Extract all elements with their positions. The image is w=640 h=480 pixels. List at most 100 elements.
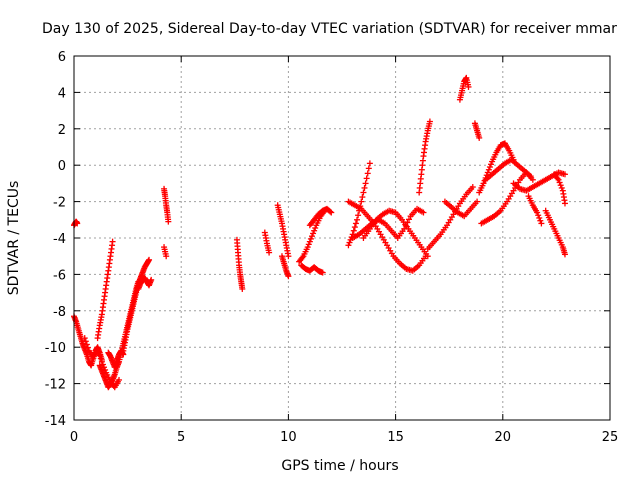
data-point xyxy=(328,209,335,216)
data-point xyxy=(98,358,105,365)
data-point xyxy=(484,169,491,176)
data-point xyxy=(346,239,353,246)
data-point xyxy=(358,198,365,205)
data-point xyxy=(307,235,314,242)
data-point xyxy=(319,269,326,276)
y-tick-label: 2 xyxy=(58,123,66,138)
data-point xyxy=(355,212,362,219)
y-tick-label: 0 xyxy=(58,159,66,174)
data-point xyxy=(304,244,311,251)
data-point xyxy=(364,170,371,177)
data-point xyxy=(165,218,172,225)
data-point xyxy=(351,224,358,231)
data-point xyxy=(488,161,495,168)
data-point xyxy=(529,176,536,183)
data-point xyxy=(308,233,315,240)
data-point xyxy=(534,209,541,216)
grid xyxy=(74,56,610,420)
data-point xyxy=(426,118,433,125)
data-point xyxy=(163,253,170,260)
y-tick-label: -14 xyxy=(45,414,66,429)
data-point xyxy=(556,179,563,186)
data-point xyxy=(350,227,357,234)
data-point xyxy=(402,222,409,229)
data-point xyxy=(312,224,319,231)
data-point xyxy=(148,276,155,283)
data-points xyxy=(71,74,568,391)
data-point xyxy=(420,209,427,216)
data-point xyxy=(536,214,543,221)
data-point xyxy=(285,273,292,280)
plot-frame xyxy=(73,55,611,421)
data-point xyxy=(537,217,544,224)
x-axis-title: GPS time / hours xyxy=(281,458,398,474)
chart-title: Day 130 of 2025, Sidereal Day-to-day VTE… xyxy=(42,21,617,37)
data-point xyxy=(146,256,153,263)
data-point xyxy=(83,341,90,348)
data-point xyxy=(310,230,317,237)
data-point xyxy=(306,238,313,245)
data-point xyxy=(96,352,103,359)
data-point xyxy=(361,184,368,191)
data-point xyxy=(561,200,568,207)
data-point xyxy=(360,189,367,196)
data-point xyxy=(401,225,408,232)
x-tick-label: 10 xyxy=(280,430,297,445)
y-tick-label: -12 xyxy=(45,378,66,393)
data-point xyxy=(538,220,545,227)
data-point xyxy=(352,220,359,227)
data-point xyxy=(465,83,472,90)
y-tick-label: -10 xyxy=(45,341,66,356)
x-tick-label: 15 xyxy=(387,430,404,445)
data-point xyxy=(480,180,487,187)
data-point xyxy=(555,176,562,183)
data-point xyxy=(469,184,476,191)
data-point xyxy=(84,344,91,351)
data-point xyxy=(116,376,123,383)
x-tick-labels: 0 5 10 15 20 25 xyxy=(70,430,618,445)
data-point xyxy=(486,164,493,171)
data-point xyxy=(404,219,411,226)
data-point xyxy=(109,238,116,245)
data-point xyxy=(359,194,366,201)
data-point xyxy=(311,227,318,234)
data-point xyxy=(285,253,292,260)
x-tick-label: 20 xyxy=(495,430,512,445)
x-tick-label: 0 xyxy=(70,430,78,445)
y-tick-label: -6 xyxy=(53,268,66,283)
data-point xyxy=(327,208,334,215)
data-point xyxy=(81,335,88,342)
y-tick-labels: -14 -12 -10 -8 -6 -4 -2 0 2 4 6 xyxy=(45,50,66,429)
data-point xyxy=(424,253,431,260)
data-point xyxy=(239,285,246,292)
y-tick-label: 4 xyxy=(58,86,66,101)
data-point xyxy=(362,180,369,187)
data-point xyxy=(535,212,542,219)
x-tick-label: 25 xyxy=(602,430,619,445)
data-point xyxy=(345,242,352,249)
y-tick-label: -4 xyxy=(53,232,66,247)
data-point xyxy=(485,166,492,173)
x-tick-label: 5 xyxy=(177,430,185,445)
data-point xyxy=(365,165,372,172)
data-point xyxy=(558,184,565,191)
data-point xyxy=(266,249,273,256)
y-tick-label: 6 xyxy=(58,50,66,65)
data-point xyxy=(354,216,361,223)
data-point xyxy=(363,175,370,182)
data-point xyxy=(476,134,483,141)
y-tick-label: -8 xyxy=(53,305,66,320)
data-point xyxy=(74,220,81,227)
data-point xyxy=(406,216,412,223)
data-point xyxy=(366,160,373,167)
data-point xyxy=(82,338,89,345)
data-point xyxy=(561,171,568,178)
data-point xyxy=(95,349,102,356)
data-point xyxy=(474,198,481,205)
data-point xyxy=(97,355,104,362)
y-axis-title: SDTVAR / TECUs xyxy=(6,181,22,296)
data-point xyxy=(557,182,564,189)
data-point xyxy=(94,346,101,353)
data-point xyxy=(561,251,568,258)
